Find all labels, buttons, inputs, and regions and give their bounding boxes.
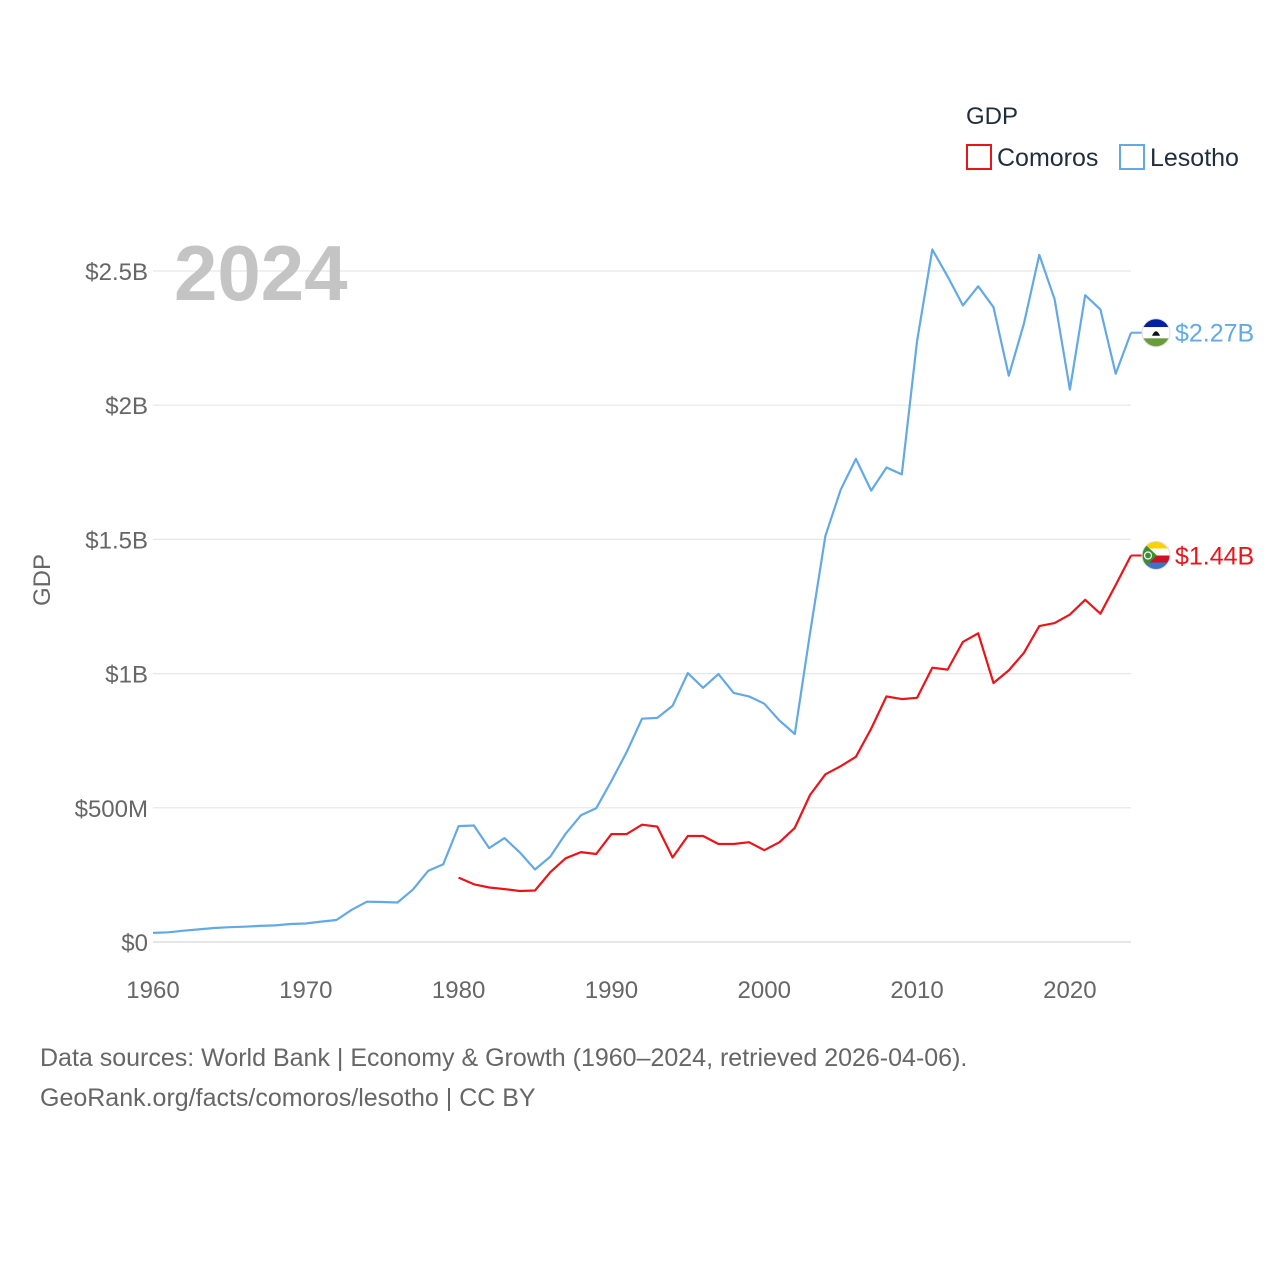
legend-label-comoros[interactable]: Comoros [997, 144, 1098, 172]
year-label: 2024 [174, 229, 348, 317]
end-value-label-comoros: $1.44B [1175, 543, 1254, 571]
gdp-line-chart: $0 $500M $1B $1.5B $2B $2.5B 1960 1970 1980 1990… [29, 103, 1254, 1004]
y-tick-label: $1B [105, 662, 148, 689]
series-line-lesotho[interactable] [152, 248, 1133, 934]
x-tick-label: 1960 [126, 977, 179, 1004]
y-tick-label: $2B [105, 393, 148, 420]
end-value-label-lesotho: $2.27B [1175, 320, 1254, 348]
legend-swatch-lesotho[interactable] [1119, 144, 1145, 170]
series-lines [152, 248, 1133, 934]
gridlines [153, 270, 1131, 943]
attribution-link[interactable]: GeoRank.org/facts/comoros/lesotho | CC B… [40, 1084, 536, 1112]
x-tick-label: 2010 [890, 977, 943, 1004]
y-axis-label: GDP [29, 554, 56, 606]
y-tick-label: $0 [121, 930, 148, 957]
data-sources-text: Data sources: World Bank | Economy & Gro… [40, 1044, 968, 1072]
legend-title: GDP [966, 103, 1018, 130]
legend: GDP Comoros Lesotho [966, 103, 1239, 172]
x-tick-label: 1990 [585, 977, 638, 1004]
x-tick-label: 1970 [279, 977, 332, 1004]
series-line-comoros[interactable] [458, 554, 1132, 893]
x-tick-label: 2020 [1043, 977, 1096, 1004]
comoros-flag-icon [1141, 541, 1171, 571]
legend-label-lesotho[interactable]: Lesotho [1150, 144, 1239, 172]
y-axis-ticks: $0 $500M $1B $1.5B $2B $2.5B [75, 259, 148, 957]
x-tick-label: 2000 [738, 977, 791, 1004]
legend-swatch-comoros[interactable] [966, 144, 992, 170]
x-axis-ticks: 1960 1970 1980 1990 2000 2010 2020 [126, 977, 1096, 1004]
y-tick-label: $1.5B [85, 527, 148, 554]
y-tick-label: $500M [75, 796, 148, 823]
lesotho-flag-icon [1141, 318, 1171, 348]
y-tick-label: $2.5B [85, 259, 148, 286]
x-tick-label: 1980 [432, 977, 485, 1004]
series-end-labels: $1.44B $2.27B [1131, 318, 1254, 571]
